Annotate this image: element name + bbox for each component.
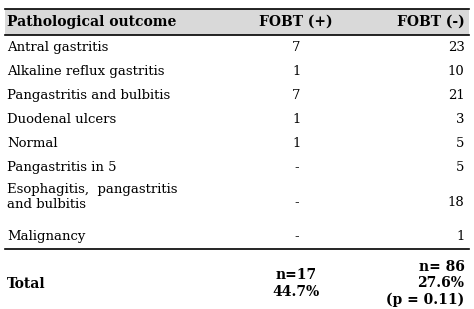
Text: Antral gastritis: Antral gastritis [7,41,109,54]
Text: -: - [294,196,299,209]
Text: 1: 1 [456,230,465,243]
Text: 5: 5 [456,137,465,150]
Text: Pathological outcome: Pathological outcome [7,15,176,29]
Text: Malignancy: Malignancy [7,230,85,243]
Text: -: - [294,230,299,243]
Text: n= 86
27.6%
(p = 0.11): n= 86 27.6% (p = 0.11) [386,260,465,307]
Text: Pangastritis and bulbitis: Pangastritis and bulbitis [7,89,170,102]
Text: 21: 21 [448,89,465,102]
Text: 5: 5 [456,161,465,174]
Text: FOBT (+): FOBT (+) [259,15,333,29]
Text: 3: 3 [456,113,465,126]
Text: Pangastritis in 5: Pangastritis in 5 [7,161,117,174]
Text: 10: 10 [448,65,465,78]
Text: 7: 7 [292,89,301,102]
Text: -: - [294,161,299,174]
Text: FOBT (-): FOBT (-) [397,15,465,29]
Text: 1: 1 [292,137,301,150]
Text: 7: 7 [292,41,301,54]
Text: n=17
44.7%: n=17 44.7% [273,269,320,299]
Text: 23: 23 [447,41,465,54]
Text: Alkaline reflux gastritis: Alkaline reflux gastritis [7,65,164,78]
Text: Normal: Normal [7,137,58,150]
Text: Total: Total [7,277,46,290]
Text: Esophagitis,  pangastritis
and bulbitis: Esophagitis, pangastritis and bulbitis [7,184,178,211]
Text: 1: 1 [292,113,301,126]
Text: 18: 18 [448,196,465,209]
Text: Duodenal ulcers: Duodenal ulcers [7,113,116,126]
Text: 1: 1 [292,65,301,78]
FancyBboxPatch shape [5,9,469,35]
